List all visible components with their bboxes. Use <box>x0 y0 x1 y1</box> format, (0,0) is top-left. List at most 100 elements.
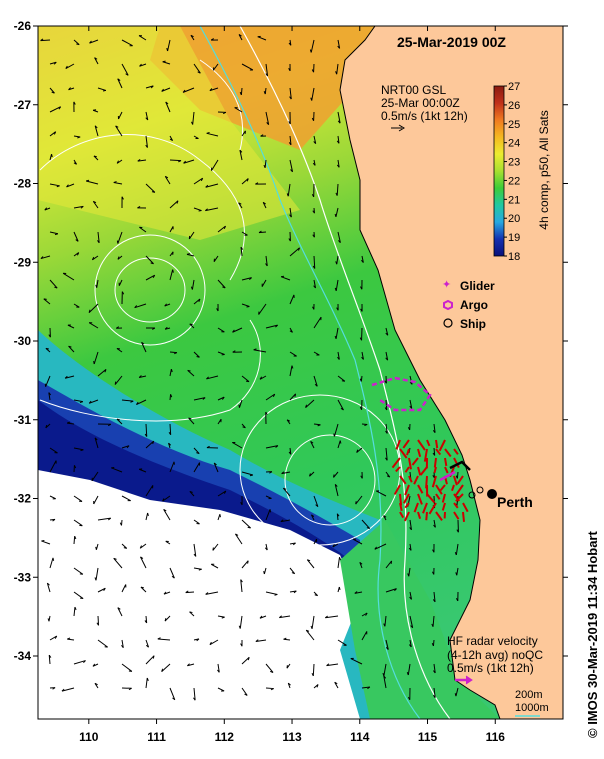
current-arrow-head <box>150 262 154 265</box>
current-arrow-head <box>185 590 189 594</box>
hf-arrow <box>402 439 410 449</box>
current-arrow <box>193 351 200 358</box>
current-arrow-head <box>102 89 107 92</box>
current-arrow <box>262 202 267 209</box>
current-arrow-head <box>95 546 97 550</box>
current-arrow <box>169 269 174 281</box>
current-arrow-head <box>288 68 291 72</box>
current-arrow-head <box>76 43 80 46</box>
current-arrow <box>356 447 363 453</box>
current-arrow-head <box>97 240 100 244</box>
current-arrow-head <box>48 654 52 658</box>
current-arrow-head <box>232 329 235 333</box>
current-arrow <box>165 101 171 113</box>
current-arrow-head <box>384 380 387 384</box>
perth-marker <box>487 489 497 499</box>
current-arrow-head <box>385 357 389 361</box>
current-arrow-head <box>88 400 92 404</box>
current-arrow <box>49 231 59 235</box>
current-arrow-head <box>240 643 243 647</box>
current-arrow-head <box>289 96 292 100</box>
current-arrow-head <box>47 618 50 622</box>
current-arrow-head <box>144 433 148 437</box>
current-arrow <box>326 663 339 667</box>
hf-arrow <box>404 502 410 509</box>
current-arrow <box>241 277 252 281</box>
current-arrow <box>240 247 243 257</box>
current-arrow <box>209 87 219 92</box>
current-arrow-head <box>360 308 363 312</box>
current-arrow-head <box>390 560 393 564</box>
current-arrow-head <box>366 527 370 530</box>
current-arrow <box>385 560 393 569</box>
current-arrow-head <box>198 210 202 212</box>
current-arrow <box>239 150 243 161</box>
hf-arrow <box>417 484 424 494</box>
current-arrow-head <box>94 437 98 441</box>
current-arrow <box>261 279 267 287</box>
current-arrow <box>313 375 318 387</box>
y-tick-label: -29 <box>14 255 32 269</box>
current-arrow-head <box>92 663 96 667</box>
current-arrow-head <box>337 356 340 360</box>
current-arrow-head <box>287 682 291 686</box>
current-arrow <box>49 635 57 641</box>
current-arrow <box>66 183 75 188</box>
current-arrow <box>193 207 202 212</box>
current-arrow-head <box>77 136 81 139</box>
current-arrow-head <box>113 557 117 560</box>
current-arrow-head <box>409 405 413 409</box>
current-arrow <box>257 36 267 41</box>
y-tick-label: -34 <box>14 649 32 663</box>
current-arrow <box>258 231 267 234</box>
y-tick-label: -32 <box>14 492 32 506</box>
current-arrow <box>86 180 99 185</box>
current-arrow-head <box>187 369 191 372</box>
current-arrow-head <box>66 421 71 424</box>
current-arrow-head <box>310 97 313 101</box>
current-arrow-head <box>140 556 144 559</box>
current-arrow-head <box>238 404 240 408</box>
current-arrow <box>337 639 347 646</box>
current-arrow <box>145 615 148 623</box>
current-arrow-head <box>145 144 148 148</box>
current-arrow <box>456 567 459 576</box>
current-arrow <box>209 639 219 646</box>
current-arrow <box>46 582 51 593</box>
current-legend: NRT00 GSL 25-Mar 00:00Z 0.5m/s (1kt 12h) <box>381 83 468 132</box>
current-arrow <box>241 471 254 476</box>
current-arrow-head <box>311 117 315 121</box>
current-arrow-head <box>116 160 119 164</box>
current-arrow <box>310 441 315 449</box>
current-arrow-head <box>163 508 167 512</box>
hf-arrow <box>453 457 460 468</box>
current-arrow-head <box>80 205 84 209</box>
current-arrow-head <box>61 688 65 692</box>
current-arrow-head <box>333 433 335 437</box>
current-arrow-head <box>51 91 55 94</box>
current-arrow <box>455 543 459 556</box>
current-arrow-head <box>94 682 98 686</box>
current-arrow <box>385 639 389 650</box>
current-arrow <box>118 279 123 286</box>
hf-radar-vectors <box>391 439 469 523</box>
current-arrow-head <box>139 63 142 67</box>
current-arrow-head <box>164 326 168 330</box>
current-arrow-head <box>164 303 168 307</box>
hf-arrow <box>413 502 419 513</box>
current-arrow <box>325 615 339 619</box>
current-arrow-head <box>356 449 359 453</box>
current-arrow <box>241 231 248 236</box>
current-arrow-head <box>79 401 83 404</box>
current-arrow <box>62 272 75 281</box>
hf-arrow <box>435 439 439 449</box>
current-arrow-head <box>334 335 337 340</box>
hf-arrow <box>462 502 469 513</box>
hf-arrow <box>391 457 401 469</box>
current-arrow <box>355 495 363 505</box>
current-arrow <box>408 567 411 577</box>
current-arrow-head <box>247 526 251 529</box>
current-arrow-head <box>408 547 412 551</box>
current-arrow <box>73 591 84 599</box>
current-arrow <box>121 495 131 502</box>
